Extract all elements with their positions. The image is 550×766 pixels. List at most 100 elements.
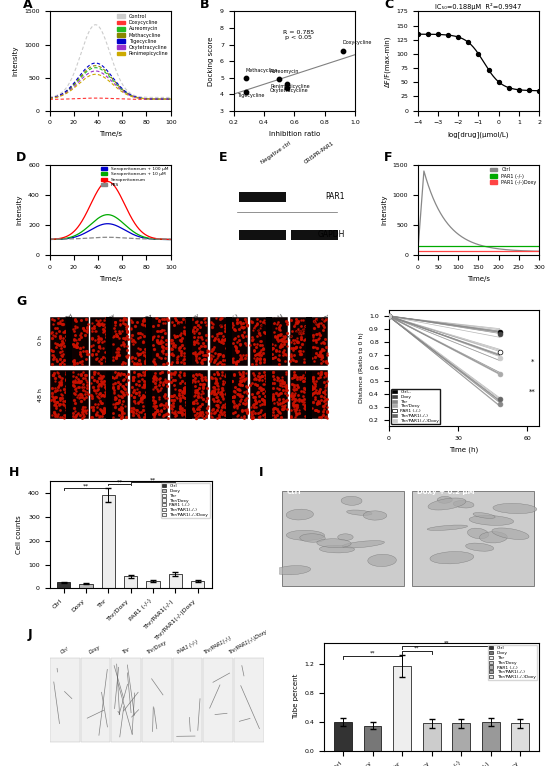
Text: Penimepicycline: Penimepicycline	[270, 84, 310, 89]
Point	[214, 356, 223, 368]
Point	[93, 389, 102, 401]
Point	[288, 372, 296, 384]
Point	[217, 386, 226, 398]
Point	[316, 368, 325, 381]
Point	[256, 344, 265, 356]
Point	[155, 336, 164, 348]
Point	[311, 404, 320, 416]
Ellipse shape	[317, 538, 351, 548]
Point	[112, 352, 121, 365]
Point	[122, 370, 130, 382]
Point	[282, 78, 291, 90]
Point	[49, 368, 58, 381]
Point	[169, 388, 178, 401]
Point	[298, 372, 306, 384]
Text: Ctrl: Ctrl	[64, 313, 75, 322]
Ellipse shape	[338, 534, 353, 541]
Point	[51, 391, 59, 403]
Point	[120, 383, 129, 395]
Bar	[191, 581, 205, 588]
Bar	[364, 725, 381, 751]
Point	[270, 373, 278, 385]
Point	[300, 410, 309, 422]
Point	[276, 319, 284, 331]
Point	[142, 365, 151, 378]
Point	[112, 330, 121, 342]
Point	[229, 391, 238, 403]
Point	[454, 31, 463, 43]
Point	[216, 320, 225, 332]
Point	[153, 319, 162, 332]
Point	[158, 398, 167, 411]
Point	[280, 401, 289, 414]
Point	[69, 365, 78, 378]
Point	[319, 405, 328, 417]
Point	[312, 375, 321, 387]
FancyBboxPatch shape	[291, 230, 338, 240]
Point	[247, 411, 256, 424]
Point	[318, 323, 327, 336]
Point	[274, 353, 283, 365]
Point	[241, 330, 250, 342]
Point	[169, 329, 178, 342]
Point	[249, 345, 258, 358]
Point	[292, 402, 300, 414]
Point	[151, 400, 160, 412]
Point	[317, 368, 326, 380]
Point	[296, 385, 305, 398]
Point	[243, 406, 251, 418]
Point	[256, 315, 265, 327]
Point	[97, 357, 106, 369]
Point	[55, 399, 64, 411]
Point	[114, 390, 123, 402]
Point	[290, 381, 299, 393]
Point	[257, 370, 266, 382]
Point	[235, 378, 244, 390]
Point	[200, 316, 209, 329]
Point	[241, 352, 250, 365]
Point	[91, 386, 100, 398]
Point	[155, 408, 164, 420]
Point	[56, 378, 64, 390]
Point	[280, 336, 289, 349]
Point	[277, 388, 285, 400]
Point	[131, 358, 140, 371]
Point	[248, 334, 256, 346]
Point	[91, 333, 100, 345]
Point	[175, 334, 184, 346]
Point	[118, 406, 127, 418]
Point	[221, 319, 229, 331]
Point	[141, 356, 150, 368]
Point	[79, 365, 87, 378]
Point	[175, 387, 184, 399]
Point	[207, 345, 216, 358]
Point	[53, 313, 62, 325]
Ellipse shape	[492, 528, 529, 539]
Point	[89, 368, 98, 380]
Point	[212, 312, 221, 324]
Point	[209, 343, 218, 355]
Point	[210, 368, 218, 380]
Point	[192, 355, 201, 368]
Point	[52, 400, 60, 412]
Point	[201, 340, 210, 352]
Text: Doxy: Doxy	[102, 313, 117, 324]
Point	[108, 331, 117, 343]
Point	[289, 354, 298, 366]
Point	[79, 404, 88, 416]
Point	[233, 388, 241, 400]
Point	[56, 392, 64, 404]
Point	[315, 387, 323, 399]
Ellipse shape	[363, 511, 387, 520]
Point	[197, 339, 206, 352]
Point	[239, 349, 248, 362]
Point	[294, 345, 303, 357]
Point	[294, 393, 303, 405]
Point	[300, 320, 309, 332]
Point	[282, 349, 290, 362]
Point	[312, 384, 321, 396]
Point	[228, 375, 236, 387]
Point	[202, 395, 211, 408]
Point	[315, 332, 323, 344]
Point	[290, 394, 299, 407]
